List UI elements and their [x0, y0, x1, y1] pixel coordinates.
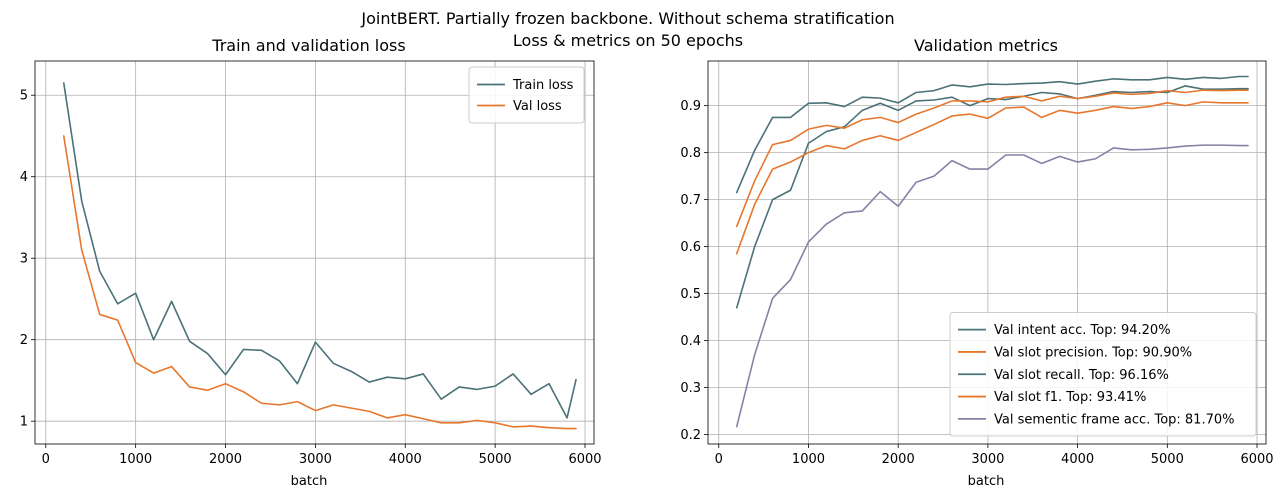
loss-y-tick-label: 4 [20, 170, 28, 185]
metrics-series-line-1 [735, 85, 1249, 309]
loss-series-line-1 [62, 82, 577, 419]
metrics-x-tick-label: 0 [715, 452, 723, 467]
loss-plot-frame [34, 60, 595, 445]
metrics-chart-title: Validation metrics [914, 36, 1058, 55]
loss-x-tick-label: 4000 [389, 452, 422, 467]
metrics-y-tick-label: 0.5 [680, 287, 701, 302]
metrics-x-tick-label: 4000 [1061, 452, 1094, 467]
loss-x-tick-label: 5000 [479, 452, 512, 467]
loss-legend: Train loss Val loss [468, 66, 585, 124]
metrics-legend: Val intent acc. Top: 94.20% Val slot prec… [949, 312, 1257, 437]
loss-y-tick-label: 1 [20, 415, 28, 430]
metrics-y-tick-label: 0.9 [680, 99, 701, 114]
metrics-x-tick-label: 1000 [792, 452, 825, 467]
metrics-legend-label-5: Val sementic frame acc. Top: 81.70% [994, 412, 1234, 427]
metrics-legend-label-2: Val slot precision. Top: 90.90% [994, 345, 1192, 360]
metrics-x-tick-label: 6000 [1240, 452, 1273, 467]
metrics-chart-xlabel: batch [968, 474, 1005, 489]
metrics-legend-label-1: Val intent acc. Top: 94.20% [994, 323, 1171, 338]
metrics-legend-box [949, 312, 1257, 437]
loss-x-tick-label: 2000 [209, 452, 242, 467]
loss-x-tick-label: 1000 [119, 452, 152, 467]
loss-y-tick-label: 3 [20, 252, 28, 267]
metrics-series-line-2 [735, 101, 1249, 255]
metrics-x-tick-label: 3000 [971, 452, 1004, 467]
metrics-plot-frame [707, 60, 1267, 445]
loss-chart-title: Train and validation loss [211, 36, 405, 55]
loss-legend-box [468, 66, 585, 124]
metrics-y-tick-label: 0.8 [680, 146, 701, 161]
suptitle-line-1: JointBERT. Partially frozen backbone. Wi… [360, 9, 894, 28]
loss-y-tick-label: 5 [20, 89, 28, 104]
metrics-series-line-5 [735, 144, 1249, 428]
loss-legend-label-2: Val loss [513, 99, 562, 114]
metrics-legend-label-4: Val slot f1. Top: 93.41% [994, 390, 1146, 405]
metrics-y-tick-label: 0.3 [680, 381, 701, 396]
loss-legend-label-1: Train loss [512, 78, 574, 93]
metrics-chart: Validation metrics batch 0 1000 2000 3000 40… [680, 36, 1273, 489]
metrics-series-line-4 [735, 89, 1249, 228]
metrics-x-tick-label: 5000 [1151, 452, 1184, 467]
loss-y-tick-label: 2 [20, 333, 28, 348]
loss-x-tick-label: 0 [42, 452, 50, 467]
loss-series-line-2 [62, 135, 577, 430]
loss-chart-xlabel: batch [291, 474, 328, 489]
loss-x-tick-label: 6000 [568, 452, 601, 467]
metrics-y-tick-label: 0.4 [680, 334, 701, 349]
metrics-y-tick-label: 0.7 [680, 193, 701, 208]
metrics-y-tick-label: 0.6 [680, 240, 701, 255]
metrics-y-tick-label: 0.2 [680, 428, 701, 443]
loss-x-tick-label: 3000 [299, 452, 332, 467]
suptitle-line-2: Loss & metrics on 50 epochs [513, 31, 743, 50]
metrics-x-tick-label: 2000 [882, 452, 915, 467]
metrics-legend-label-3: Val slot recall. Top: 96.16% [994, 368, 1169, 383]
metrics-series-line-3 [735, 75, 1249, 194]
loss-chart: Train and validation loss batch 0 1000 200… [20, 36, 602, 489]
